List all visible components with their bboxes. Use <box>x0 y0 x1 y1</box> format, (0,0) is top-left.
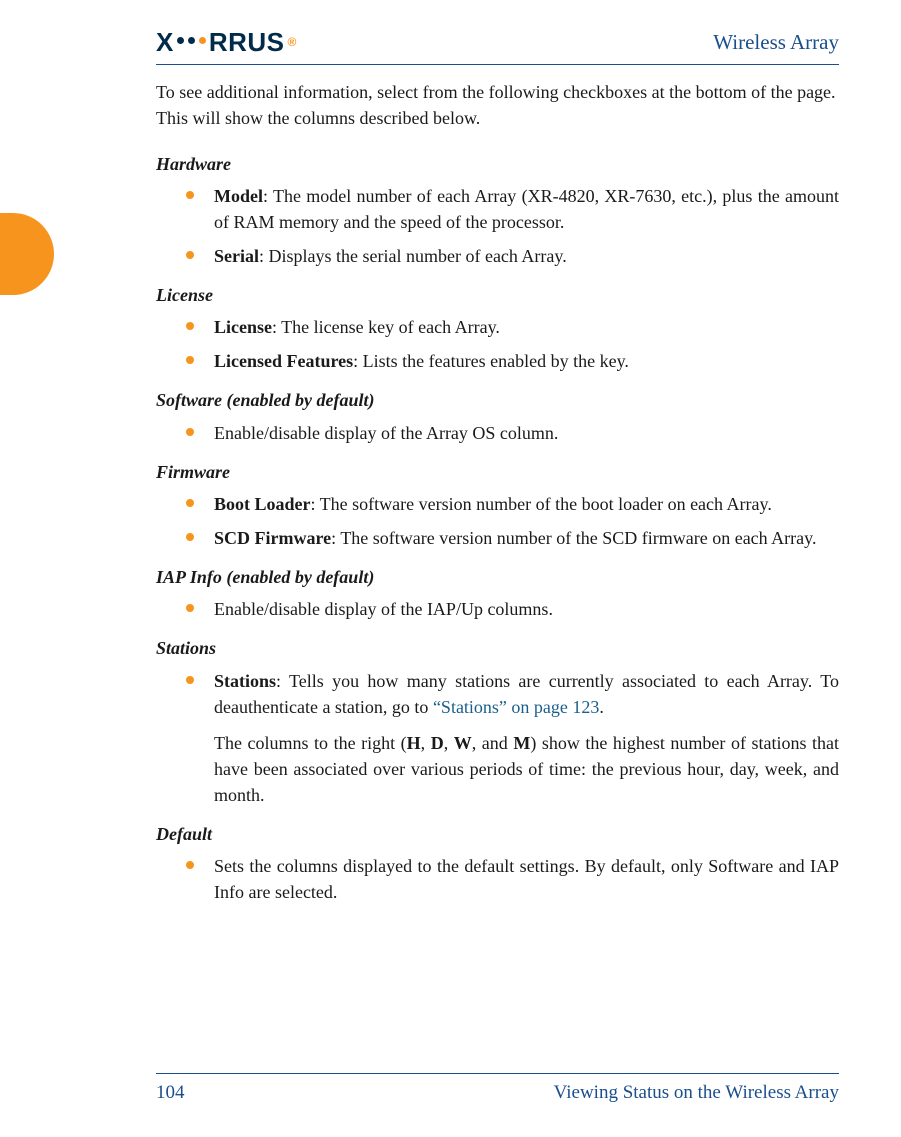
desc: . <box>599 697 604 717</box>
list-default: Sets the columns displayed to the defaul… <box>156 853 839 905</box>
col-d: D <box>431 733 444 753</box>
intro-text: To see additional information, select fr… <box>156 79 839 131</box>
desc: : Displays the serial number of each Arr… <box>259 246 567 266</box>
list-item: Licensed Features: Lists the features en… <box>156 348 839 374</box>
doc-title: Wireless Array <box>713 28 839 57</box>
desc: : The software version number of the SCD… <box>331 528 816 548</box>
term: License <box>214 317 272 337</box>
term: Stations <box>214 671 276 691</box>
logo-text-left: X <box>156 24 174 60</box>
logo-dot-icon <box>199 37 206 44</box>
heading-hardware: Hardware <box>156 152 839 177</box>
stations-extra: The columns to the right (H, D, W, and M… <box>156 730 839 808</box>
text: , <box>444 733 454 753</box>
desc: : Lists the features enabled by the key. <box>353 351 629 371</box>
list-software: Enable/disable display of the Array OS c… <box>156 420 839 446</box>
side-tab <box>0 213 54 295</box>
term: Model <box>214 186 263 206</box>
text: , and <box>472 733 514 753</box>
logo-text-right: RRUS <box>209 24 285 60</box>
term: Serial <box>214 246 259 266</box>
heading-default: Default <box>156 822 839 847</box>
text: , <box>421 733 431 753</box>
logo-dot-icon <box>177 37 184 44</box>
heading-software: Software (enabled by default) <box>156 388 839 413</box>
list-license: License: The license key of each Array. … <box>156 314 839 374</box>
list-item: Enable/disable display of the Array OS c… <box>156 420 839 446</box>
desc: : The software version number of the boo… <box>311 494 772 514</box>
list-firmware: Boot Loader: The software version number… <box>156 491 839 551</box>
heading-iap: IAP Info (enabled by default) <box>156 565 839 590</box>
heading-license: License <box>156 283 839 308</box>
cross-ref-link[interactable]: “Stations” on page 123 <box>433 697 599 717</box>
list-item: License: The license key of each Array. <box>156 314 839 340</box>
text: The columns to the right ( <box>214 733 407 753</box>
list-item: Enable/disable display of the IAP/Up col… <box>156 596 839 622</box>
list-stations: Stations: Tells you how many stations ar… <box>156 668 839 720</box>
page: X RRUS ® Wireless Array To see additiona… <box>0 0 901 1137</box>
col-h: H <box>407 733 421 753</box>
list-item: SCD Firmware: The software version numbe… <box>156 525 839 551</box>
term: SCD Firmware <box>214 528 331 548</box>
registered-icon: ® <box>288 34 297 51</box>
body-content: To see additional information, select fr… <box>156 79 839 905</box>
page-footer: 104 Viewing Status on the Wireless Array <box>156 1073 839 1107</box>
col-m: M <box>513 733 530 753</box>
col-w: W <box>454 733 472 753</box>
desc: : The model number of each Array (XR-482… <box>214 186 839 232</box>
list-item: Model: The model number of each Array (X… <box>156 183 839 235</box>
list-item: Stations: Tells you how many stations ar… <box>156 668 839 720</box>
logo-dot-icon <box>188 37 195 44</box>
footer-section: Viewing Status on the Wireless Array <box>554 1080 839 1107</box>
desc: : The license key of each Array. <box>272 317 500 337</box>
list-item: Sets the columns displayed to the defaul… <box>156 853 839 905</box>
list-item: Boot Loader: The software version number… <box>156 491 839 517</box>
list-hardware: Model: The model number of each Array (X… <box>156 183 839 269</box>
list-iap: Enable/disable display of the IAP/Up col… <box>156 596 839 622</box>
heading-firmware: Firmware <box>156 460 839 485</box>
page-number: 104 <box>156 1080 185 1107</box>
page-header: X RRUS ® Wireless Array <box>156 24 839 65</box>
heading-stations: Stations <box>156 636 839 661</box>
term: Boot Loader <box>214 494 311 514</box>
list-item: Serial: Displays the serial number of ea… <box>156 243 839 269</box>
brand-logo: X RRUS ® <box>156 24 296 60</box>
term: Licensed Features <box>214 351 353 371</box>
